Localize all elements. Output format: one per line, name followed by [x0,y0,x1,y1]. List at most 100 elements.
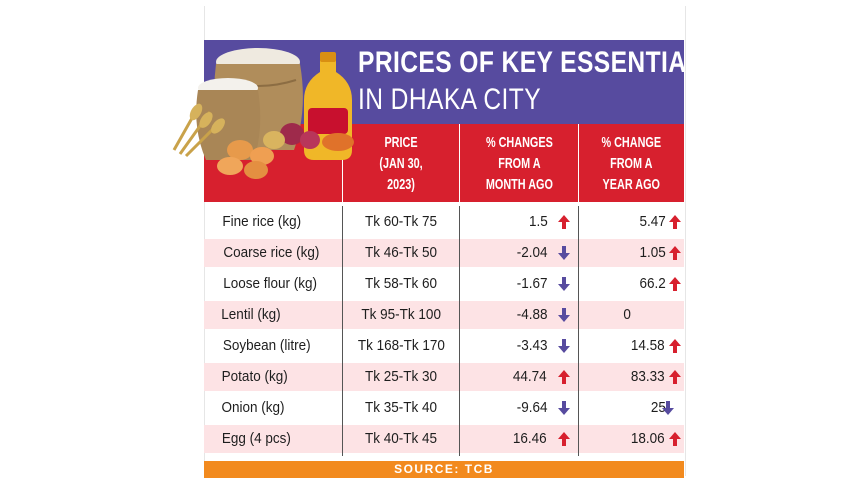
header-price: PRICE (JAN 30, 2023) [343,131,459,195]
item-cell-text: Egg (4 pcs) [221,430,291,447]
up-arrow-icon [669,432,681,446]
table-row: Loose flour (kg) Tk 58-Tk 60 -1.67 66.2 [204,270,684,298]
year-change-cell: 83.33 [582,363,667,391]
header-month-line-3: MONTH AGO [485,175,553,193]
month-change-cell-text: 44.74 [513,368,548,385]
header-year-line-3: YEAR AGO [602,175,661,193]
table-row: Fine rice (kg) Tk 60-Tk 75 1.5 5.47 [204,208,684,236]
source-note: SOURCE: TCB [204,461,684,478]
year-change-cell: 14.58 [582,332,667,360]
item-cell-text: Potato (kg) [221,368,288,385]
month-change-cell-text: -3.43 [516,337,548,354]
month-change-cell-text: -4.88 [516,306,548,323]
down-arrow-icon [558,308,570,322]
year-change-cell: 25 [582,394,667,422]
price-cell: Tk 58-Tk 60 [343,270,459,298]
item-cell: Egg (4 pcs) [218,425,295,453]
month-change-cell-text: -1.67 [516,275,548,292]
year-change-cell: 18.06 [582,425,667,453]
up-arrow-icon [669,277,681,291]
year-change-cell-text: 5.47 [639,213,666,230]
down-arrow-icon [662,401,674,415]
column-divider [459,206,460,456]
price-cell-text: Tk 95-Tk 100 [361,306,441,323]
price-cell: Tk 60-Tk 75 [343,208,459,236]
year-change-cell-text: 25 [651,399,667,416]
price-cell-text: Tk 168-Tk 170 [357,337,445,354]
item-cell-text: Lentil (kg) [221,306,281,323]
item-cell: Potato (kg) [218,363,291,391]
header-year-line-1: % CHANGE [601,133,662,151]
title-line-1: PRICES OF KEY ESSENTIALS [358,46,719,79]
down-arrow-icon [558,246,570,260]
year-change-cell: 1.05 [582,239,667,267]
down-arrow-icon [558,339,570,353]
table-row: Soybean (litre) Tk 168-Tk 170 -3.43 14.58 [204,332,684,360]
title-line-2: IN DHAKA CITY [358,83,542,116]
price-cell-text: Tk 40-Tk 45 [364,430,438,447]
month-change-cell: 44.74 [460,363,549,391]
year-change-cell-text: 83.33 [631,368,666,385]
price-cell-text: Tk 60-Tk 75 [364,213,438,230]
item-cell: Onion (kg) [218,394,288,422]
item-cell: Coarse rice (kg) [218,239,325,267]
down-arrow-icon [558,401,570,415]
year-change-cell-text: 18.06 [631,430,666,447]
potato [263,131,285,149]
price-cell-text: Tk 35-Tk 40 [364,399,438,416]
up-arrow-icon [669,370,681,384]
month-change-cell: -9.64 [460,394,549,422]
up-arrow-icon [669,339,681,353]
month-change-cell-text: 16.46 [513,430,548,447]
up-arrow-icon [558,215,570,229]
item-cell: Soybean (litre) [218,332,316,360]
item-cell-text: Loose flour (kg) [223,275,318,292]
price-cell-text: Tk 25-Tk 30 [364,368,438,385]
header-divider [342,124,343,202]
up-arrow-icon [669,215,681,229]
table-row: Coarse rice (kg) Tk 46-Tk 50 -2.04 1.05 [204,239,684,267]
month-change-cell: 1.5 [460,208,549,236]
column-divider [578,206,579,456]
year-change-cell-text: 14.58 [631,337,666,354]
year-change-cell: 0 [592,301,662,329]
header-price-line-1: PRICE [384,133,418,151]
month-change-cell: -2.04 [460,239,549,267]
table-row: Lentil (kg) Tk 95-Tk 100 -4.88 0 [204,301,684,329]
header-divider [459,124,460,202]
price-cell: Tk 40-Tk 45 [343,425,459,453]
month-change-cell: -4.88 [460,301,549,329]
item-cell: Loose flour (kg) [218,270,322,298]
header-month-change: % CHANGES FROM A MONTH AGO [460,131,578,195]
table-row: Onion (kg) Tk 35-Tk 40 -9.64 25 [204,394,684,422]
item-cell-text: Coarse rice (kg) [223,244,320,261]
header-price-line-2: (JAN 30, [379,154,423,172]
month-change-cell: 16.46 [460,425,549,453]
item-cell: Lentil (kg) [218,301,284,329]
price-cell: Tk 25-Tk 30 [343,363,459,391]
item-cell-text: Fine rice (kg) [222,213,302,230]
year-change-cell: 5.47 [582,208,667,236]
month-change-cell-text: -9.64 [516,399,548,416]
price-cell-text: Tk 58-Tk 60 [364,275,438,292]
year-change-cell-text: 1.05 [639,244,666,261]
food-illustration [172,48,354,179]
month-change-cell: -1.67 [460,270,549,298]
header-divider [578,124,579,202]
header-month-line-2: FROM A [497,154,541,172]
month-change-cell-text: 1.5 [529,213,548,230]
egg [227,140,253,160]
down-arrow-icon [558,277,570,291]
item-cell: Fine rice (kg) [218,208,306,236]
table-row: Egg (4 pcs) Tk 40-Tk 45 16.46 18.06 [204,425,684,453]
price-cell: Tk 95-Tk 100 [343,301,459,329]
header-price-line-3: 2023) [387,175,415,193]
up-arrow-icon [669,246,681,260]
up-arrow-icon [558,432,570,446]
year-change-cell: 66.2 [582,270,667,298]
item-cell-text: Onion (kg) [221,399,285,416]
header-month-line-1: % CHANGES [485,133,553,151]
month-change-cell-text: -2.04 [516,244,548,261]
price-cell: Tk 168-Tk 170 [343,332,459,360]
item-cell-text: Soybean (litre) [222,337,311,354]
